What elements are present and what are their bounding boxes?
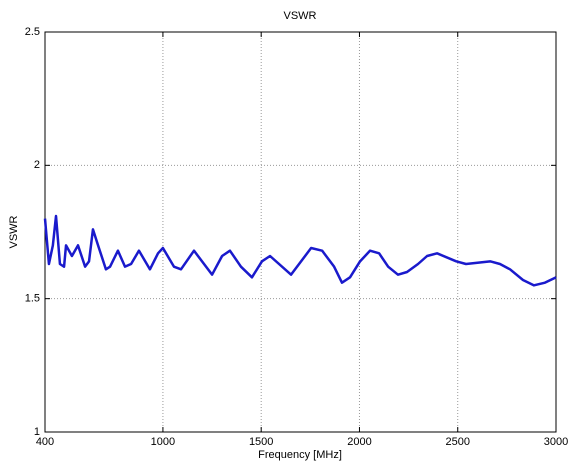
- chart-title: VSWR: [284, 10, 317, 22]
- x-tick-label: 3000: [544, 436, 568, 448]
- x-tick-label: 400: [36, 436, 54, 448]
- data-line: [43, 214, 557, 287]
- y-tick-label: 2.5: [25, 26, 40, 38]
- x-axis-label: Frequency [MHz]: [258, 449, 342, 461]
- x-tick-label: 1000: [151, 436, 175, 448]
- x-tick-label: 2500: [445, 436, 469, 448]
- y-axis-label: VSWR: [8, 215, 20, 248]
- plot-frame: [44, 31, 557, 433]
- y-tick-label: 2: [34, 159, 40, 171]
- y-tick-label: 1.5: [25, 293, 40, 305]
- x-tick-label: 2000: [347, 436, 371, 448]
- y-tick-label: 1: [34, 426, 40, 438]
- x-tick-label: 1500: [249, 436, 273, 448]
